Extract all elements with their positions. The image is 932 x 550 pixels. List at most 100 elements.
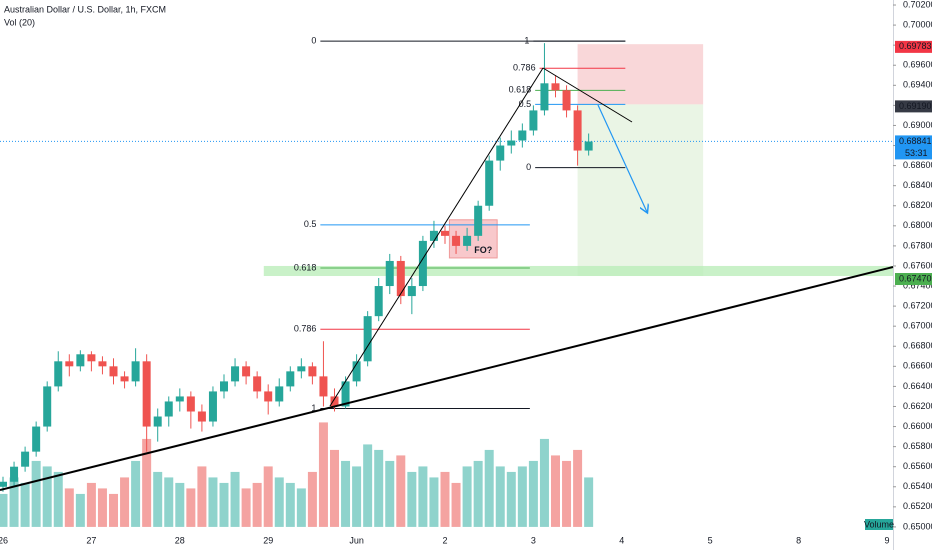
candle-body <box>418 240 427 287</box>
fib-label: 0.618 <box>509 85 532 95</box>
price-tag <box>895 273 932 286</box>
price-tag <box>895 135 932 160</box>
candle-body <box>54 361 63 387</box>
candle-body <box>584 141 593 151</box>
candle-body <box>275 386 284 402</box>
candle-body <box>164 401 173 417</box>
volume-bar <box>418 466 428 527</box>
candle-body <box>208 391 217 422</box>
volume-bar <box>153 471 163 527</box>
candle-body <box>341 381 350 407</box>
volume-bar <box>75 493 85 527</box>
volume-bar <box>219 482 229 527</box>
volume-bar <box>120 477 130 527</box>
candle-body <box>32 426 41 452</box>
candle-body <box>286 371 295 387</box>
candle-body <box>407 286 416 297</box>
candle-body <box>452 235 461 246</box>
volume-tag-label: Volume <box>864 519 894 529</box>
volume-bar <box>186 488 196 527</box>
volume-bar <box>440 471 450 527</box>
candle-body <box>175 396 184 402</box>
zone-box <box>577 104 704 277</box>
volume-bar <box>539 438 549 527</box>
chart-title: Australian Dollar / U.S. Dollar, 1h, FXC… <box>4 4 166 14</box>
volume-tag <box>865 519 893 530</box>
volume-bar <box>517 466 527 527</box>
volume-bar <box>86 482 96 527</box>
candle-body <box>120 376 129 382</box>
x-tick-label: Jun <box>349 535 364 545</box>
fib-label: 0.786 <box>294 324 317 334</box>
volume-bar <box>495 466 505 527</box>
candle-body <box>396 260 405 297</box>
price-tag <box>895 40 932 53</box>
candle-body <box>429 230 438 241</box>
volume-bar <box>573 449 583 527</box>
price-tag-label: 0.69190 <box>899 101 932 111</box>
candle-body <box>21 451 30 467</box>
fib-label: 0.618 <box>294 262 317 272</box>
volume-bar <box>341 460 351 527</box>
candle-body <box>98 361 107 367</box>
trendline <box>329 67 544 407</box>
volume-bar <box>64 488 74 527</box>
fib-label: 0 <box>526 162 531 172</box>
candle-body <box>507 140 516 146</box>
x-tick-label: 27 <box>86 535 96 545</box>
candle-body <box>540 83 549 111</box>
volume-bar <box>252 482 262 527</box>
price-tag-label: 0.69783 <box>899 41 932 51</box>
fib-label: 0.5 <box>519 99 532 109</box>
candle-body <box>76 354 85 367</box>
volume-bar <box>451 482 461 527</box>
volume-bar <box>208 477 218 527</box>
candle-body <box>529 110 538 131</box>
box-label: FO? <box>474 245 492 255</box>
x-tick-label: 5 <box>708 535 713 545</box>
fib-label: 1 <box>311 403 316 413</box>
candle-body <box>242 366 251 377</box>
volume-bar <box>109 493 119 527</box>
x-tick-label: 29 <box>263 535 273 545</box>
volume-bar <box>396 455 406 527</box>
volume-bar <box>285 482 295 527</box>
trendline <box>542 67 633 123</box>
candle-body <box>264 391 273 402</box>
candle-body <box>485 160 494 206</box>
candle-body <box>474 205 483 236</box>
candle-body <box>231 366 240 382</box>
volume-bar <box>584 477 594 527</box>
candle-body <box>87 354 96 362</box>
candle-body <box>352 361 361 382</box>
volume-bar <box>197 466 207 527</box>
volume-bar <box>329 449 339 527</box>
trendline <box>0 266 894 491</box>
candle-body <box>562 90 571 111</box>
candle-body <box>186 396 195 412</box>
volume-bar <box>274 477 284 527</box>
volume-bar <box>20 482 30 527</box>
zone-box <box>263 265 893 277</box>
x-tick-label: 9 <box>884 535 889 545</box>
fib-label: 0 <box>311 36 316 46</box>
arrow <box>597 104 647 212</box>
x-tick-label: 4 <box>619 535 624 545</box>
candle-body <box>197 411 206 422</box>
candle-body <box>330 396 339 407</box>
x-tick-label: 2 <box>442 535 447 545</box>
candle-body <box>496 145 505 161</box>
countdown: 53:31 <box>905 148 928 158</box>
volume-bar <box>230 471 240 527</box>
